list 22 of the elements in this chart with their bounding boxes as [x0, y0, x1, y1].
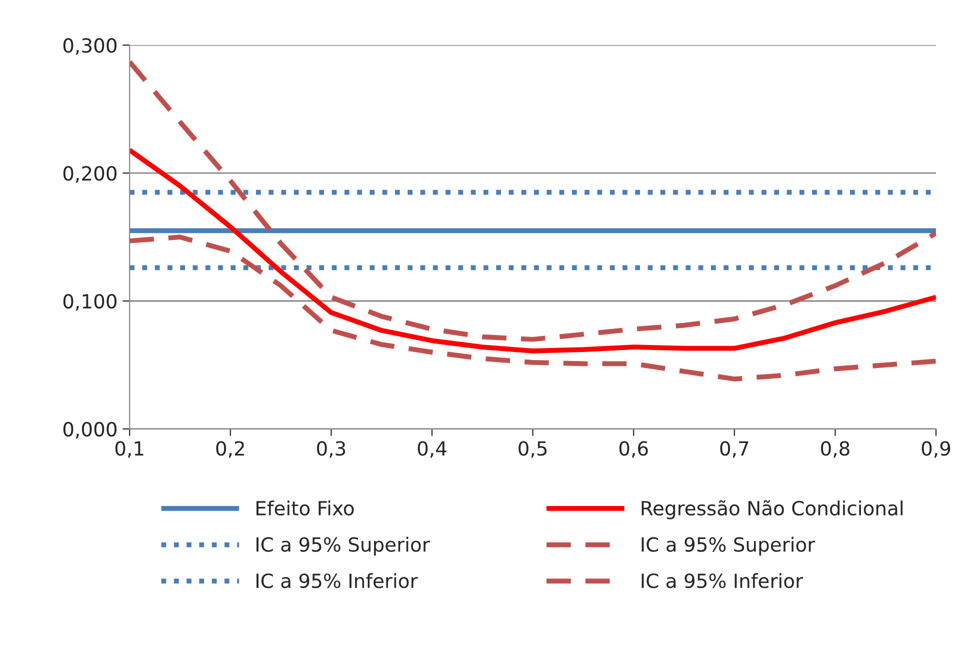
y-tick-label: 0,100 — [63, 294, 117, 311]
x-tick-label: 0,9 — [922, 441, 950, 458]
legend-label: Efeito Fixo — [256, 500, 354, 516]
x-tick-label: 0,7 — [720, 441, 748, 458]
legend-label: Regressão Não Condicional — [642, 500, 902, 520]
y-tick-label: 0,300 — [63, 38, 117, 55]
line-series — [130, 234, 936, 382]
x-tick-label: 0,2 — [216, 441, 244, 458]
x-tick-label: 0,5 — [518, 441, 547, 458]
x-tick-label: 0,1 — [115, 441, 144, 458]
legend-label: IC a 95% Inferior — [642, 573, 804, 588]
legend-label: IC a 95% Superior — [256, 536, 430, 556]
x-tick-label: 0,6 — [619, 441, 648, 458]
legend-label: IC a 95% Superior — [642, 536, 816, 556]
y-tick-label: 0,200 — [63, 166, 117, 183]
legend-label: IC a 95% Inferior — [256, 573, 418, 588]
line-series — [130, 59, 936, 342]
x-tick-label: 0,8 — [821, 441, 850, 458]
y-tick-label: 0,000 — [63, 422, 117, 439]
line-series — [130, 148, 936, 354]
x-tick-label: 0,3 — [317, 441, 346, 458]
x-tick-label: 0,4 — [418, 441, 446, 458]
